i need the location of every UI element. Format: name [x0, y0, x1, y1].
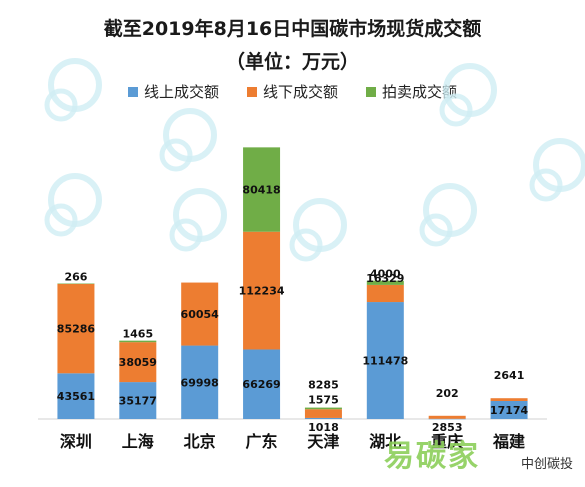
bar-online-6 [428, 418, 466, 420]
data-label-auction-4: 1575 [308, 394, 339, 407]
legend-label-offline: 线下成交额 [262, 83, 338, 101]
watermark-ring-small-7 [529, 168, 563, 202]
bar-online-4 [304, 417, 342, 419]
bar-offline-3 [243, 231, 281, 350]
legend-item-offline: 线下成交额 [246, 81, 338, 102]
data-label-online-5: 111478 [362, 355, 408, 368]
data-label-offline-5: 16329 [366, 272, 404, 285]
bar-online-5 [366, 302, 404, 419]
data-label-online-3: 66269 [242, 378, 280, 391]
bar-auction-0 [57, 283, 95, 285]
data-label-offline-3: 112234 [239, 285, 285, 298]
bar-auction-3 [243, 147, 281, 232]
bar-offline-5 [366, 284, 404, 303]
data-label-online-6: 2853 [432, 421, 463, 434]
x-tick-label-3: 广东 [246, 432, 278, 451]
x-tick-label-7: 福建 [492, 432, 525, 451]
chart-title: 截至2019年8月16日中国碳市场现货成交额 [103, 18, 482, 40]
x-tick-label-1: 上海 [122, 432, 154, 451]
data-label-online-0: 43561 [57, 390, 95, 403]
bar-online-1 [119, 382, 157, 419]
x-tick-label-5: 湖北 [369, 432, 401, 451]
brand-sub-watermark: 中创碳投 [520, 457, 573, 472]
watermark-ring-small-1 [169, 218, 203, 252]
legend-label-online: 线上成交额 [143, 83, 219, 101]
bar-offline-1 [119, 342, 157, 383]
bar-offline-4 [304, 409, 342, 418]
bar-auction-1 [119, 340, 157, 343]
data-label-auction-5: 4000 [370, 268, 401, 281]
data-label-online-2: 69998 [181, 376, 219, 389]
bar-online-7 [490, 400, 528, 419]
watermark-ring-small-5 [159, 138, 193, 172]
x-tick-label-0: 深圳 [60, 432, 92, 451]
data-label-offline-0: 85286 [57, 323, 96, 336]
bar-auction-5 [366, 280, 404, 285]
legend-label-auction: 拍卖成交额 [382, 83, 458, 101]
bar-online-2 [181, 345, 219, 419]
data-label-offline-4: 8285 [308, 379, 339, 392]
watermark-ring-small-4 [44, 88, 78, 122]
data-label-offline-6: 202 [436, 387, 459, 400]
chart-subtitle: （单位：万元） [225, 51, 359, 73]
data-label-auction-3: 80418 [242, 184, 280, 197]
data-label-offline-2: 60054 [181, 308, 220, 321]
brand-watermark: 易碳家 [384, 439, 480, 474]
legend-swatch-offline [246, 86, 257, 97]
bar-auction-4 [304, 407, 342, 410]
data-label-online-1: 35177 [119, 395, 157, 408]
x-tick-label-2: 北京 [184, 432, 216, 451]
bar-online-0 [57, 373, 95, 419]
bar-offline-0 [57, 283, 95, 374]
legend-item-auction: 拍卖成交额 [366, 81, 457, 102]
legend-swatch-auction [366, 86, 376, 97]
bar-offline-7 [490, 398, 528, 401]
watermark-ring-small-2 [289, 228, 323, 262]
legend-swatch-online [127, 86, 138, 97]
watermark-ring-small-6 [439, 93, 473, 127]
bar-offline-2 [181, 282, 219, 346]
data-label-offline-1: 38059 [119, 356, 157, 369]
data-label-offline-7: 2641 [494, 369, 525, 382]
data-label-auction-0: 266 [64, 271, 87, 284]
data-label-online-7: 17174 [490, 404, 529, 417]
legend-item-online: 线上成交额 [127, 81, 219, 102]
data-label-auction-1: 1465 [123, 328, 154, 341]
x-tick-label-4: 天津 [307, 432, 339, 451]
legend: 线上成交额 线下成交额 拍卖成交额 [0, 81, 585, 102]
bar-online-3 [243, 349, 281, 419]
watermark-ring-small-3 [419, 213, 453, 247]
watermark-ring-small-0 [44, 203, 78, 237]
data-label-online-4: 1018 [308, 421, 339, 434]
x-tick-label-6: 重庆 [431, 432, 463, 451]
bar-offline-6 [428, 415, 466, 419]
